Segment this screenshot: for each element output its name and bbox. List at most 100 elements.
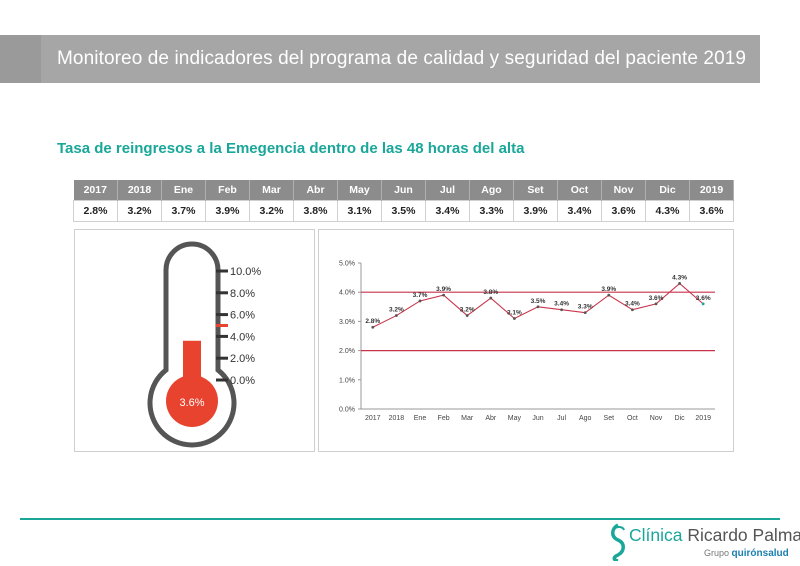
series-line [372,282,704,328]
thermometer-scale-label: 10.0% [230,266,261,278]
data-point [442,293,445,297]
data-point [536,305,540,309]
x-tick-label: Oct [627,415,638,422]
clinic-logo: Clínica Ricardo Palma Grupo quirónsalud [607,523,800,563]
data-label: 3.2% [389,307,404,314]
data-point [607,293,611,297]
page-title: Monitoreo de indicadores del programa de… [57,48,747,69]
thermometer-outline [147,241,237,448]
cell-2018: 3.2% [117,200,162,222]
data-point [701,302,705,306]
thermometer-scale-label: 2.0% [230,353,255,365]
y-tick-label: 2.0% [339,348,355,355]
x-tick-label: Abr [485,415,497,422]
header-accent [0,35,41,83]
cell-jun: 3.5% [381,200,426,222]
cell-oct: 3.4% [557,200,602,222]
data-point [654,302,658,306]
line-chart-panel: 0.0% 1.0% 2.0% 3.0% 4.0% 5.0% 2017 2018 Ene Feb Ma… [318,229,734,452]
table-header-row: 2017 2018 Ene Feb Mar Abr May Jun Jul Ago Set Oct No… [73,180,734,201]
data-label: 3.4% [554,301,569,308]
cell-ago: 3.3% [469,200,514,222]
data-point [631,308,634,312]
x-tick-label: Feb [438,415,450,422]
footer-divider [20,518,780,520]
data-label: 3.8% [483,289,498,296]
data-label: 3.3% [578,304,593,311]
x-tick-label: 2019 [695,415,711,422]
line-chart: 0.0% 1.0% 2.0% 3.0% 4.0% 5.0% 2017 2018 Ene Feb Ma… [339,261,715,422]
data-label: 4.3% [672,274,687,281]
cell-abr: 3.8% [293,200,338,222]
thermometer-bulb [166,375,218,427]
logo-group-name: quirónsalud [731,548,789,559]
x-tick-label: 2018 [389,415,405,422]
logo-group-label: Grupo [704,548,730,558]
x-tick-label: Ago [579,415,592,422]
x-tick-label: Ene [414,415,427,422]
column-header-mar: Mar [249,180,294,201]
y-tick-label: 5.0% [339,261,355,268]
x-tick-label: Nov [650,415,663,422]
header-bar: Monitoreo de indicadores del programa de… [0,35,760,83]
column-header-2017: 2017 [73,180,118,201]
x-tick-label: Jul [557,415,566,422]
x-tick-label: Set [604,415,615,422]
thermometer-panel: 3.6% 10.0% 8.0% 6.0% 4.0% 2.0% 0.0% [74,229,315,452]
thermometer-scale-label: 0.0% [230,375,255,387]
cell-nov: 3.6% [601,200,646,222]
data-point [371,325,375,329]
cell-2017: 2.8% [73,200,118,222]
column-header-2018: 2018 [117,180,162,201]
data-point [395,314,398,317]
logo-brand: Clínica Ricardo Palma [629,525,800,546]
thermometer-scale-label: 4.0% [230,331,255,343]
monthly-rate-table: 2017 2018 Ene Feb Mar Abr May Jun Jul Ago Set Oct No… [73,180,734,222]
x-tick-label: Dic [675,415,686,422]
data-label: 3.1% [507,309,522,316]
data-point [465,314,469,317]
cell-2019: 3.6% [689,200,734,222]
column-header-jul: Jul [425,180,470,201]
column-header-dic: Dic [645,180,690,201]
table-row: 2.8% 3.2% 3.7% 3.9% 3.2% 3.8% 3.1% 3.5% 3.4% 3.3%… [73,200,734,222]
cell-feb: 3.9% [205,200,250,222]
data-point [678,282,681,285]
data-label: 2.8% [365,318,380,325]
data-label: 3.6% [696,295,711,302]
data-label: 3.9% [436,286,451,293]
data-point [489,296,493,300]
y-tick-label: 3.0% [339,319,355,326]
y-tick-label: 1.0% [339,377,355,384]
data-point [513,317,516,320]
logo-brand-b: Ricardo Palma [687,525,800,545]
data-label: 3.6% [649,295,664,302]
column-header-feb: Feb [205,180,250,201]
logo-brand-a: Clínica [629,525,688,545]
data-point [560,308,563,312]
y-tick-label: 0.0% [339,407,355,414]
column-header-may: May [337,180,382,201]
thermometer-gauge: 3.6% 10.0% 8.0% 6.0% 4.0% 2.0% 0.0% [147,241,261,448]
column-header-oct: Oct [557,180,602,201]
cell-mar: 3.2% [249,200,294,222]
column-header-ene: Ene [161,180,206,201]
x-tick-label: Mar [461,415,474,422]
column-header-set: Set [513,180,558,201]
x-tick-label: Jun [532,415,543,422]
data-label: 3.7% [413,292,428,299]
data-point [418,299,422,303]
thermometer-scale-label: 6.0% [230,310,255,322]
x-tick-label: May [508,415,522,422]
column-header-jun: Jun [381,180,426,201]
cell-ene: 3.7% [161,200,206,222]
cell-jul: 3.4% [425,200,470,222]
thermometer-value-label: 3.6% [179,397,204,409]
column-header-nov: Nov [601,180,646,201]
data-label: 3.2% [460,307,475,314]
cell-set: 3.9% [513,200,558,222]
column-header-2019: 2019 [689,180,734,201]
data-label: 3.5% [531,298,546,305]
x-tick-label: 2017 [365,415,381,422]
data-label: 3.4% [625,301,640,308]
